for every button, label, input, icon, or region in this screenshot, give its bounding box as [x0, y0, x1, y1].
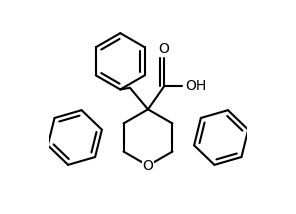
Text: O: O — [143, 159, 153, 173]
Text: OH: OH — [186, 79, 207, 93]
Text: O: O — [159, 42, 170, 56]
